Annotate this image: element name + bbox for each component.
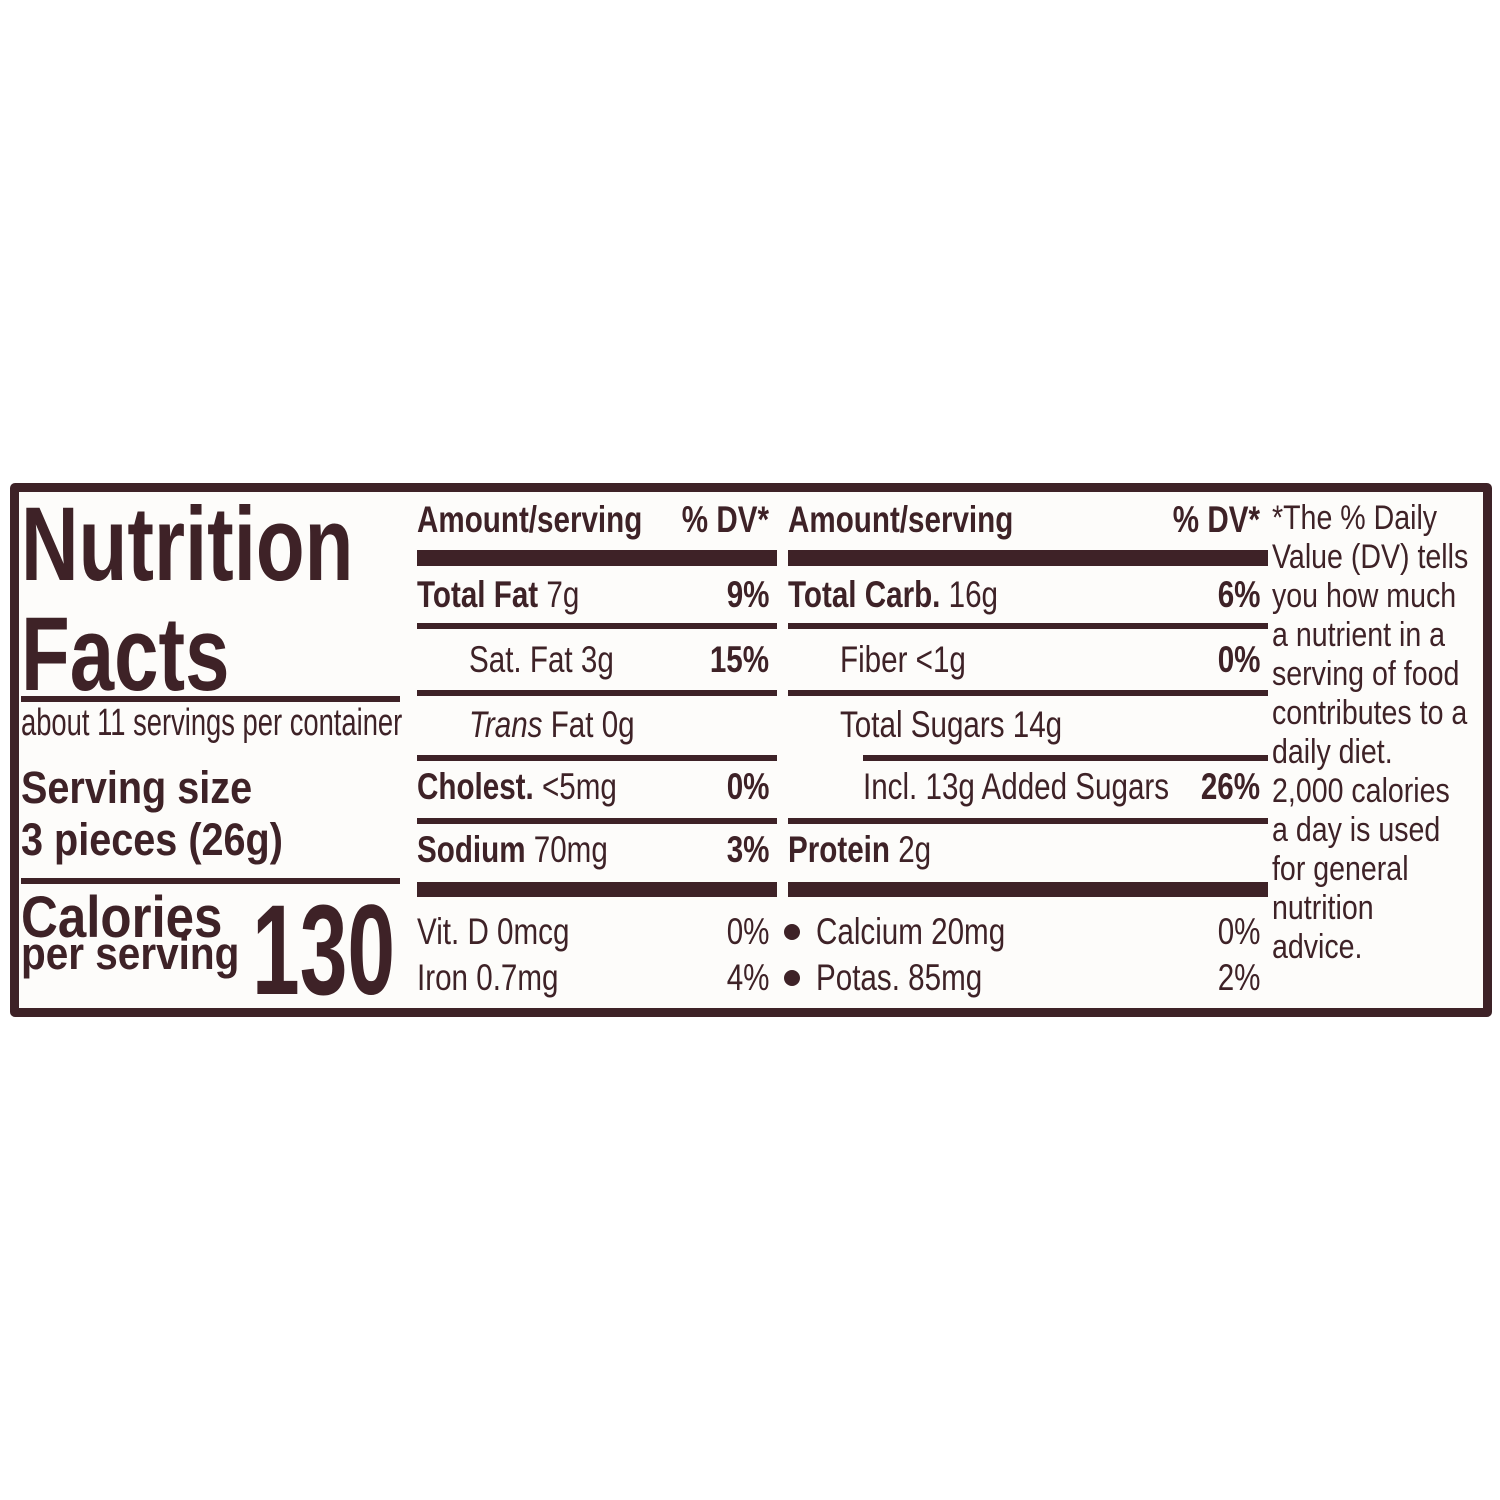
divider-thin (417, 623, 777, 629)
row-total-carb: Total Carb. 16g 6% (788, 574, 1260, 615)
row-sat-fat: Sat. Fat 3g 15% (469, 639, 769, 680)
nutrient-column-right: Amount/serving % DV* Total Carb. 16g 6% … (784, 492, 1268, 1008)
bullet-icon (784, 970, 800, 986)
row-added-sugars: Incl. 13g Added Sugars 26% (863, 766, 1260, 807)
row-protein: Protein 2g (788, 829, 932, 870)
divider-thin (21, 878, 400, 884)
divider-thin (417, 818, 777, 824)
servings-per-container: about 11 servings per container (21, 702, 403, 744)
bullet-icon (784, 924, 800, 940)
dv-header: % DV* (1172, 499, 1260, 540)
serving-size-value: 3 pieces (26g) (21, 814, 283, 865)
title-line-2: Facts (21, 596, 230, 713)
title-line-1: Nutrition (21, 486, 354, 603)
serving-size-label: Serving size (21, 762, 253, 813)
divider-thin (788, 818, 1268, 824)
divider-thin-indented (863, 755, 1268, 761)
identity-column: Nutrition Facts about 11 servings per co… (21, 490, 403, 1015)
row-calcium: Calcium 20mg 0% (784, 911, 1268, 953)
dv-footnote: *The % Daily Value (DV) tells you how mu… (1272, 499, 1469, 966)
row-trans-fat: Trans Fat 0g (469, 704, 635, 745)
divider-thick (788, 882, 1268, 897)
row-total-sugars: Total Sugars 14g (840, 704, 1063, 745)
divider-thin (21, 696, 400, 702)
divider-thin (788, 690, 1268, 696)
divider-thin (417, 690, 777, 696)
row-fiber: Fiber <1g 0% (840, 639, 1260, 680)
dv-header: % DV* (681, 499, 769, 540)
column-header: Amount/serving % DV* (788, 499, 1260, 540)
row-potassium: Potas. 85mg 2% (784, 957, 1268, 999)
divider-thick (417, 882, 777, 897)
nutrition-facts-label: Nutrition Facts about 11 servings per co… (10, 483, 1492, 1017)
row-sodium: Sodium 70mg 3% (417, 829, 769, 870)
divider-thick (788, 550, 1268, 566)
column-header: Amount/serving % DV* (417, 499, 769, 540)
calories-value: 130 (252, 879, 396, 1022)
calories-sublabel: per serving (21, 928, 240, 979)
divider-thick (417, 550, 777, 566)
divider-thin (788, 623, 1268, 629)
row-vitamin-d: Vit. D 0mcg 0% (417, 911, 769, 952)
divider-thin (417, 755, 777, 761)
row-total-fat: Total Fat 7g 9% (417, 574, 769, 615)
label-title: Nutrition Facts (21, 490, 458, 710)
nutrient-column-left: Amount/serving % DV* Total Fat 7g 9% Sat… (417, 492, 777, 1008)
calories-label: Calories (21, 885, 223, 950)
row-iron: Iron 0.7mg 4% (417, 957, 769, 998)
row-cholesterol: Cholest. <5mg 0% (417, 766, 769, 807)
